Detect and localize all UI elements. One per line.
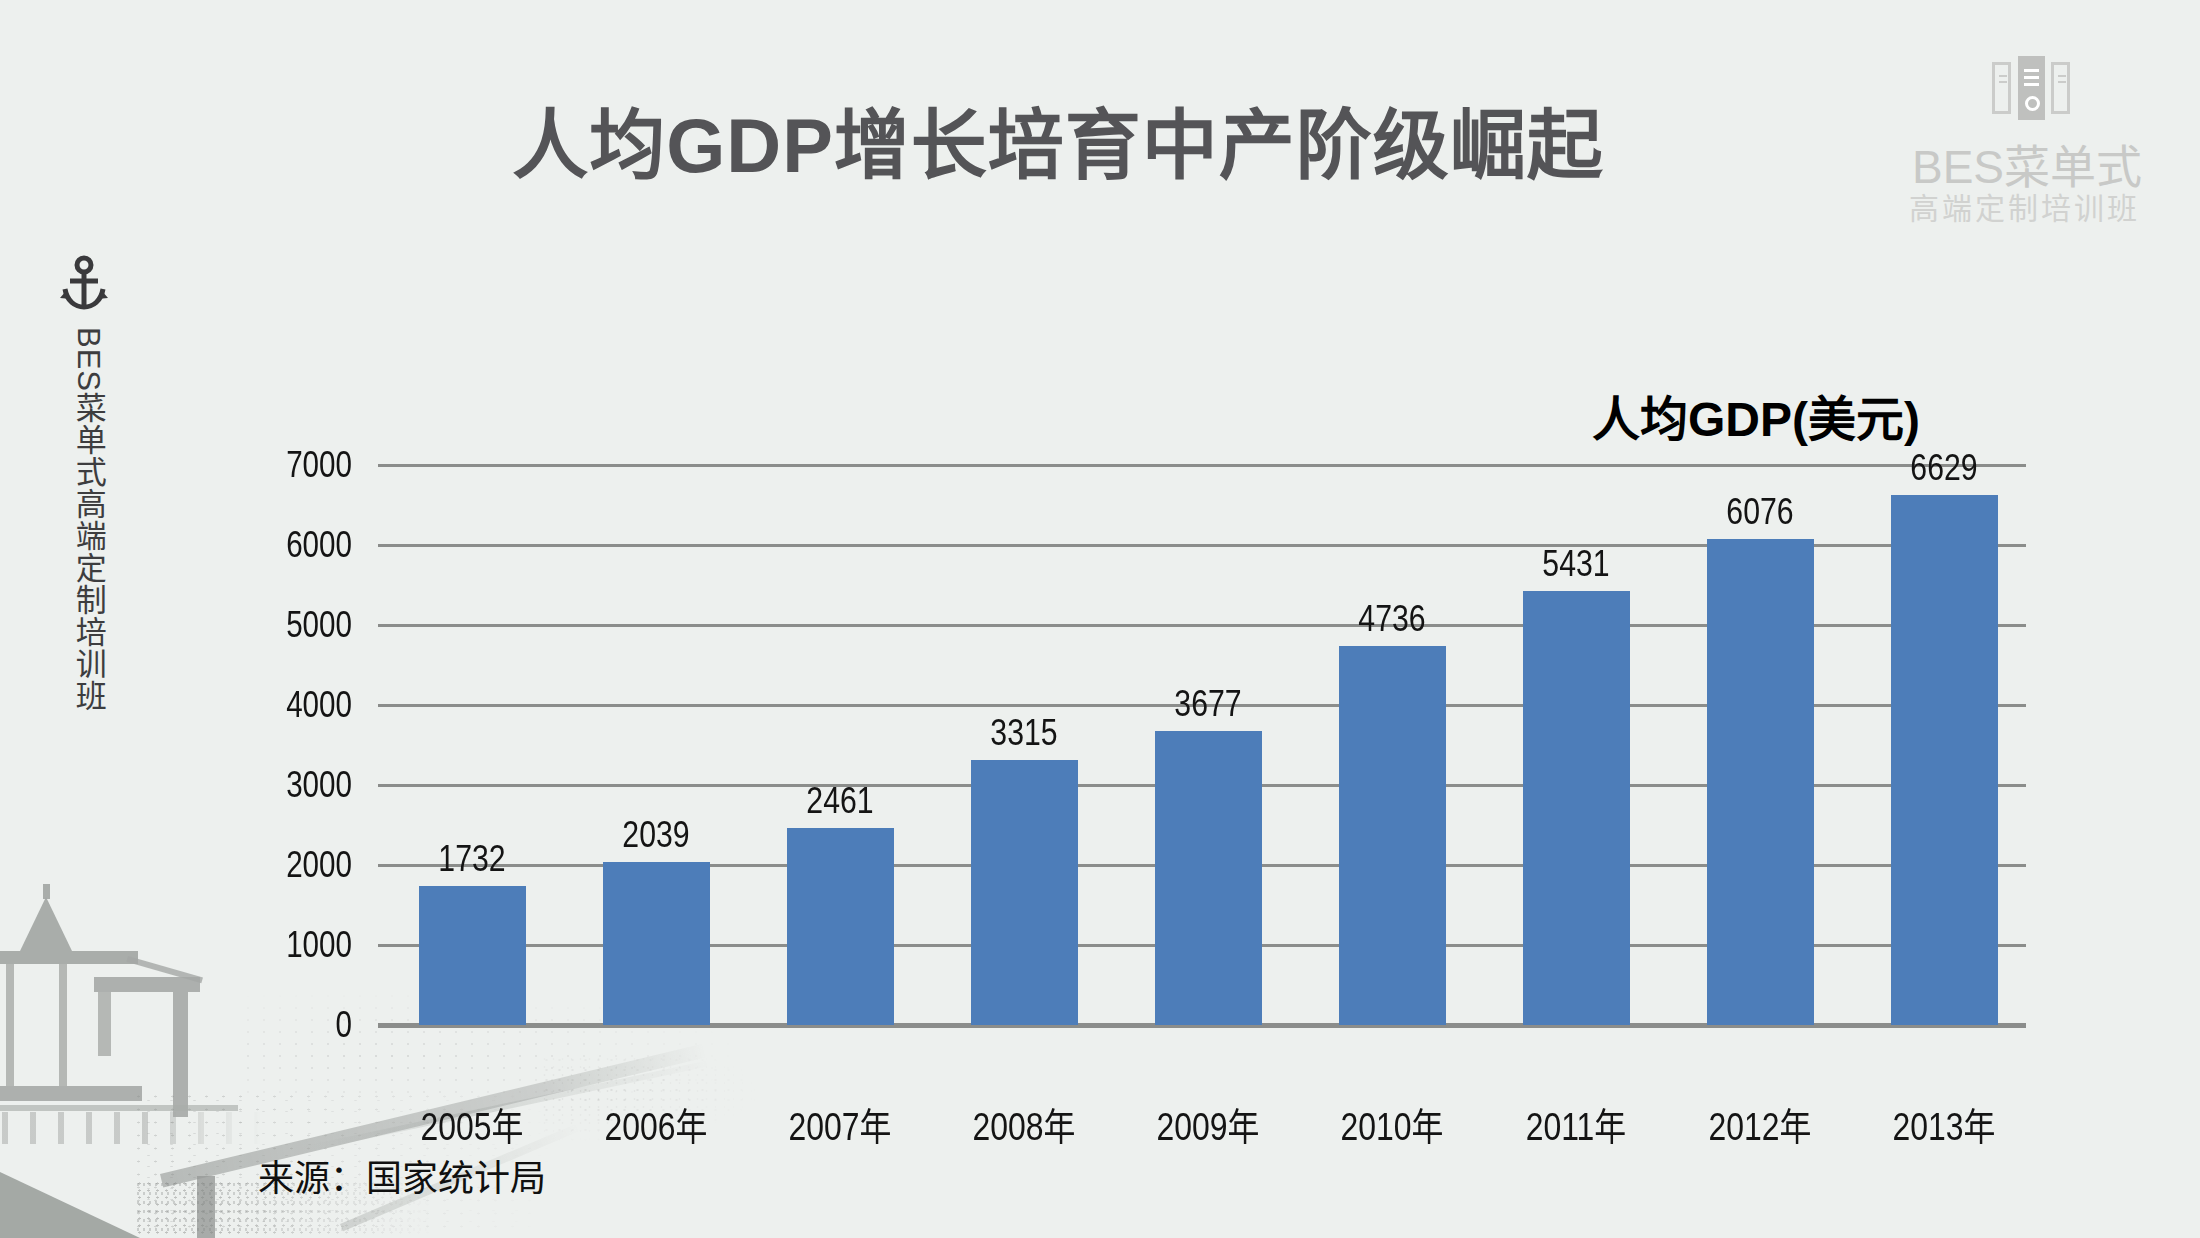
x-axis-label: 2006年 (564, 1096, 749, 1151)
x-axis-label: 2009年 (1116, 1096, 1301, 1151)
bes-books-icon (1992, 56, 2072, 120)
pier-corner-shadow-shape (0, 1172, 140, 1238)
x-axis-label: 2008年 (932, 1096, 1117, 1151)
bar-value-label: 2461 (748, 780, 933, 822)
y-axis-label: 7000 (248, 444, 352, 486)
y-axis-label: 5000 (248, 604, 352, 646)
bar-value-label: 4736 (1300, 598, 1485, 640)
pier-gate-left-post-shape (98, 992, 111, 1056)
bar-2013年 (1891, 495, 1998, 1025)
bar-2006年 (603, 862, 710, 1025)
bar-2012年 (1707, 539, 1814, 1025)
bes-logo: BES菜单式 高端定制培训班 (1920, 56, 2142, 226)
pier-gate-top-shape (94, 977, 200, 992)
pier-tower-finial-shape (43, 884, 50, 899)
bar-2007年 (787, 828, 894, 1025)
x-axis-label: 2007年 (748, 1096, 933, 1151)
gridline-7000 (378, 464, 2026, 467)
sidebar-vertical-text: BES菜单式高端定制培训班 (68, 327, 108, 947)
y-axis-label: 3000 (248, 764, 352, 806)
pier-post-shape (6, 964, 14, 1086)
bar-value-label: 6629 (1852, 447, 2037, 489)
y-axis-label: 6000 (248, 524, 352, 566)
book-spine-right (2051, 62, 2070, 114)
y-axis-label: 4000 (248, 684, 352, 726)
y-axis-label: 0 (248, 1004, 352, 1046)
bar-value-label: 3315 (932, 712, 1117, 754)
book-spine-middle (2018, 56, 2045, 120)
y-axis-label: 1000 (248, 924, 352, 966)
bar-2010年 (1339, 646, 1446, 1025)
bar-value-label: 1732 (380, 838, 565, 880)
pier-deck-shape (0, 1086, 142, 1101)
pier-tower-roof-shape (20, 897, 72, 951)
x-axis-label: 2012年 (1668, 1096, 1853, 1151)
pier-pavilion-roof-shape (0, 951, 138, 964)
bar-2008年 (971, 760, 1078, 1025)
bar-value-label: 5431 (1484, 543, 1669, 585)
bar-value-label: 3677 (1116, 683, 1301, 725)
anchor-icon (60, 255, 108, 311)
bar-value-label: 2039 (564, 814, 749, 856)
source-note: 来源：国家统计局 (258, 1149, 546, 1201)
bar-2011年 (1523, 591, 1630, 1025)
bar-2009年 (1155, 731, 1262, 1025)
x-axis-label: 2005年 (380, 1096, 565, 1151)
logo-tagline-text: 高端定制培训班 (1909, 184, 2140, 228)
y-axis-label: 2000 (248, 844, 352, 886)
slide-title: 人均GDP增长培育中产阶级崛起 (512, 108, 1604, 184)
bar-value-label: 6076 (1668, 491, 1853, 533)
book-spine-left (1992, 62, 2011, 114)
chart-legend: 人均GDP(美元) (1592, 380, 1920, 450)
x-axis-label: 2010年 (1300, 1096, 1485, 1151)
slide: 人均GDP增长培育中产阶级崛起 BES菜单式 高端定制培训班 BES菜单式 (0, 0, 2200, 1238)
pier-post-shape (59, 964, 67, 1086)
x-axis-label: 2013年 (1852, 1096, 2037, 1151)
x-axis-label: 2011年 (1484, 1096, 1669, 1151)
bar-2005年 (419, 886, 526, 1025)
